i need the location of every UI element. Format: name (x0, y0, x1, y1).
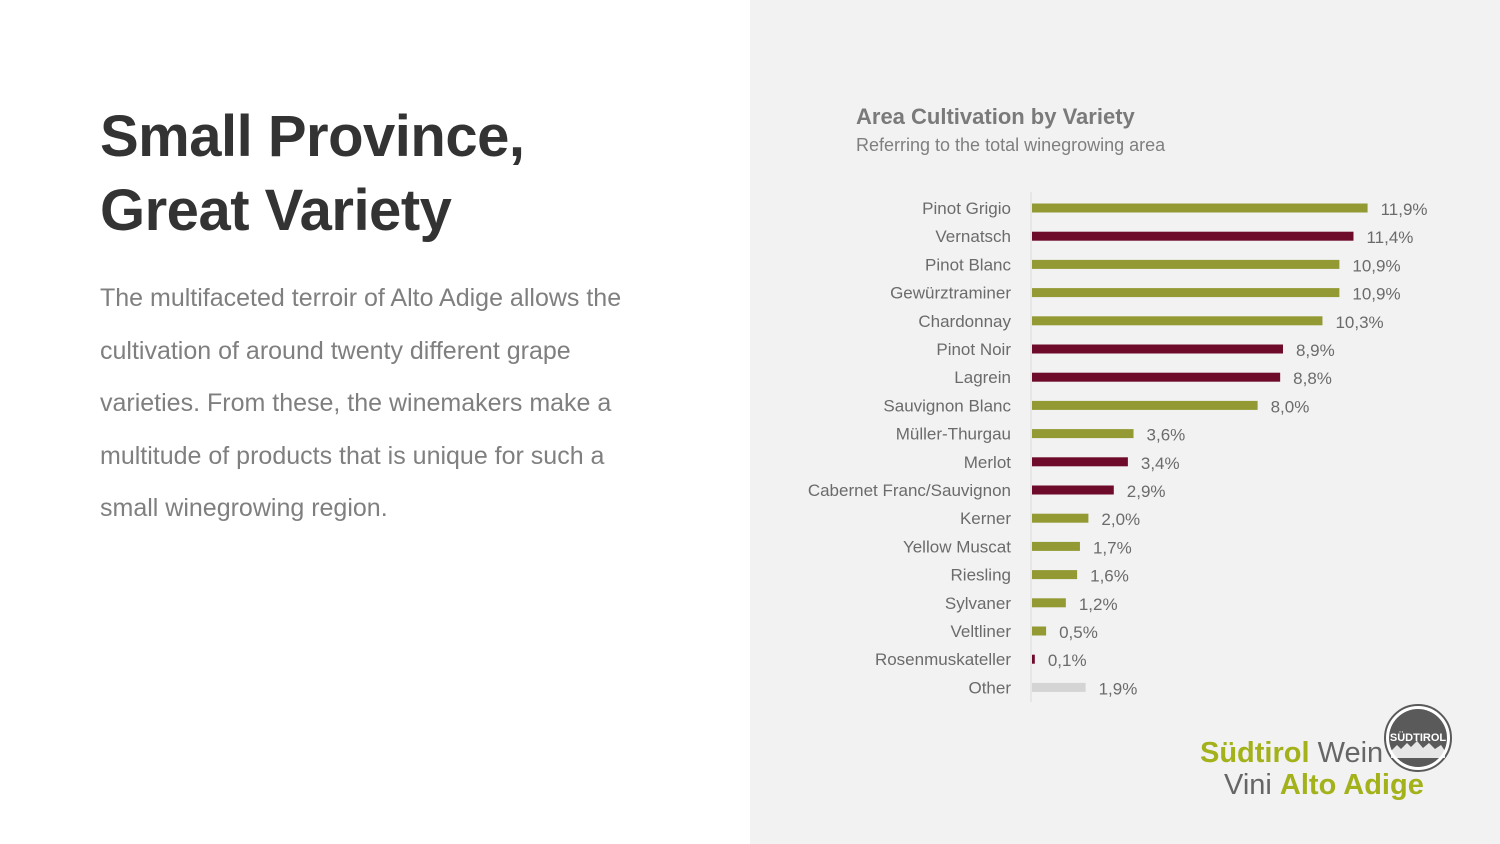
category-label: Vernatsch (935, 227, 1011, 246)
value-label: 8,9% (1296, 341, 1335, 360)
category-label: Riesling (951, 566, 1011, 585)
value-label: 11,4% (1366, 228, 1413, 247)
chart-panel: Area Cultivation by Variety Referring to… (750, 0, 1500, 844)
value-label: 3,6% (1147, 426, 1186, 445)
value-label: 2,0% (1101, 510, 1140, 529)
category-label: Rosenmuskateller (875, 650, 1011, 669)
bar (1032, 316, 1323, 326)
slide-body-text: The multifaceted terroir of Alto Adige a… (100, 284, 622, 522)
category-label: Veltliner (951, 622, 1012, 641)
chart-subtitle: Referring to the total winegrowing area (856, 135, 1166, 155)
headline-line-1: Small Province, (100, 104, 525, 169)
value-label: 2,9% (1127, 482, 1166, 501)
category-label: Pinot Noir (936, 340, 1011, 359)
category-label: Müller-Thurgau (896, 425, 1011, 444)
value-label: 10,9% (1352, 285, 1400, 304)
category-label: Lagrein (954, 368, 1011, 387)
category-label: Sauvignon Blanc (883, 396, 1011, 415)
value-label: 1,6% (1090, 567, 1129, 586)
category-label: Other (968, 678, 1011, 697)
value-label: 8,8% (1293, 369, 1332, 388)
slide-headline: Small Province, Great Variety (100, 100, 700, 248)
bar (1032, 400, 1258, 410)
bar (1032, 541, 1080, 551)
bar (1032, 485, 1114, 495)
value-label: 8,0% (1271, 397, 1310, 416)
bar (1032, 231, 1354, 241)
category-label: Gewürztraminer (890, 284, 1011, 303)
bar (1032, 682, 1086, 692)
bar-chart: Pinot Grigio 11,9% Vernatsch 11,4% Pinot Bla… (808, 192, 1428, 702)
bar (1032, 513, 1089, 523)
value-label: 10,3% (1335, 313, 1383, 332)
bar (1032, 429, 1134, 439)
chart-title: Area Cultivation by Variety (856, 104, 1135, 129)
value-label: 0,5% (1059, 623, 1098, 642)
category-label: Merlot (964, 453, 1012, 472)
category-label: Cabernet Franc/Sauvignon (808, 481, 1011, 500)
value-label: 0,1% (1048, 651, 1087, 670)
bar (1032, 288, 1340, 298)
category-label: Pinot Grigio (922, 199, 1011, 218)
bar (1032, 203, 1368, 213)
category-label: Pinot Blanc (925, 255, 1011, 274)
value-label: 11,9% (1381, 200, 1428, 219)
bar (1032, 372, 1281, 382)
value-label: 1,2% (1079, 595, 1118, 614)
bar (1032, 259, 1340, 269)
value-label: 1,7% (1093, 538, 1132, 557)
bar (1032, 344, 1283, 354)
value-label: 3,4% (1141, 454, 1180, 473)
bar (1032, 598, 1066, 608)
value-label: 10,9% (1352, 256, 1400, 275)
category-label: Chardonnay (918, 312, 1011, 331)
bar (1032, 654, 1035, 664)
headline-line-2: Great Variety (100, 178, 452, 243)
bar (1032, 457, 1128, 467)
bar (1032, 570, 1078, 580)
text-panel: Small Province, Great Variety The multif… (100, 100, 700, 522)
bar (1032, 626, 1047, 636)
category-label: Kerner (960, 509, 1011, 528)
category-label: Sylvaner (945, 594, 1011, 613)
value-label: 1,9% (1099, 679, 1138, 698)
category-label: Yellow Muscat (903, 537, 1011, 556)
